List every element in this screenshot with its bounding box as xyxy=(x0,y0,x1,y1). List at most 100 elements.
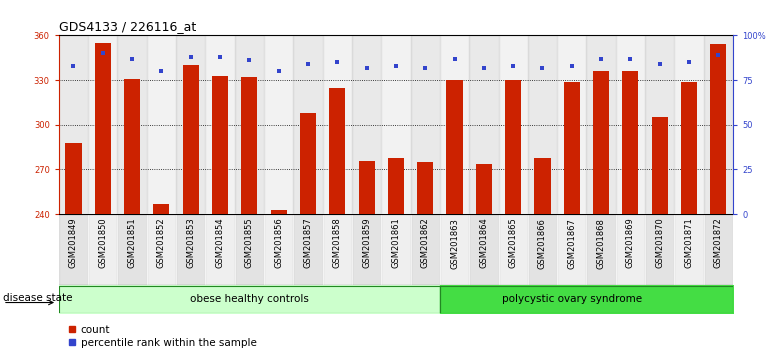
Bar xyxy=(564,81,580,214)
Bar xyxy=(270,210,287,214)
Text: GSM201866: GSM201866 xyxy=(538,218,547,269)
Point xyxy=(96,50,109,56)
Bar xyxy=(499,214,528,285)
Point xyxy=(361,65,373,70)
Text: GSM201851: GSM201851 xyxy=(128,218,136,268)
Text: GSM201850: GSM201850 xyxy=(98,218,107,268)
Text: GSM201864: GSM201864 xyxy=(479,218,488,268)
Bar xyxy=(704,214,733,285)
Bar xyxy=(535,158,550,214)
Point xyxy=(683,59,695,65)
Bar xyxy=(183,65,199,214)
Bar xyxy=(586,35,615,214)
Point xyxy=(565,63,578,69)
Bar xyxy=(652,117,668,214)
Bar xyxy=(528,214,557,285)
Bar xyxy=(264,214,293,285)
Bar xyxy=(234,214,264,285)
Text: polycystic ovary syndrome: polycystic ovary syndrome xyxy=(502,294,642,304)
Point xyxy=(507,63,520,69)
Text: GSM201853: GSM201853 xyxy=(187,218,195,268)
Text: GSM201855: GSM201855 xyxy=(245,218,254,268)
Bar xyxy=(411,214,440,285)
Point xyxy=(67,63,80,69)
Text: GSM201871: GSM201871 xyxy=(684,218,694,268)
Bar xyxy=(440,214,469,285)
Bar xyxy=(469,214,499,285)
Bar xyxy=(586,214,615,285)
Bar xyxy=(615,214,645,285)
Bar xyxy=(557,35,586,214)
Bar xyxy=(622,71,638,214)
Point xyxy=(331,59,343,65)
Text: GSM201849: GSM201849 xyxy=(69,218,78,268)
Point xyxy=(214,54,227,60)
Point xyxy=(125,56,138,62)
Bar xyxy=(118,35,147,214)
Bar xyxy=(358,161,375,214)
Bar xyxy=(381,214,411,285)
Bar xyxy=(264,35,293,214)
Point xyxy=(712,52,724,58)
Bar xyxy=(234,35,264,214)
Point xyxy=(272,68,285,74)
Bar xyxy=(528,35,557,214)
Bar xyxy=(65,143,82,214)
Text: GSM201867: GSM201867 xyxy=(568,218,576,269)
Text: GSM201861: GSM201861 xyxy=(391,218,401,268)
Bar xyxy=(704,35,733,214)
Text: GSM201857: GSM201857 xyxy=(303,218,313,268)
Bar xyxy=(593,71,609,214)
Text: GSM201868: GSM201868 xyxy=(597,218,605,269)
Bar xyxy=(645,35,674,214)
Point xyxy=(390,63,402,69)
Point xyxy=(536,65,549,70)
Point xyxy=(302,61,314,67)
Bar xyxy=(154,204,169,214)
Bar xyxy=(440,35,469,214)
Bar xyxy=(147,214,176,285)
Text: GSM201852: GSM201852 xyxy=(157,218,166,268)
Legend: count, percentile rank within the sample: count, percentile rank within the sample xyxy=(64,321,261,352)
Text: obese healthy controls: obese healthy controls xyxy=(190,294,309,304)
Point xyxy=(624,56,637,62)
Text: GSM201858: GSM201858 xyxy=(332,218,342,268)
Bar xyxy=(417,162,434,214)
Point xyxy=(419,65,431,70)
Bar xyxy=(124,79,140,214)
Text: GSM201869: GSM201869 xyxy=(626,218,635,268)
Text: GSM201856: GSM201856 xyxy=(274,218,283,268)
Bar xyxy=(469,35,499,214)
Bar xyxy=(293,214,323,285)
Point xyxy=(243,58,256,63)
Point xyxy=(595,56,608,62)
Bar xyxy=(88,35,118,214)
Bar xyxy=(674,35,704,214)
Text: GSM201862: GSM201862 xyxy=(421,218,430,268)
Bar xyxy=(59,35,88,214)
Bar xyxy=(615,35,645,214)
Bar xyxy=(323,35,352,214)
Bar xyxy=(147,35,176,214)
Text: GSM201859: GSM201859 xyxy=(362,218,371,268)
Bar xyxy=(710,44,727,214)
Bar xyxy=(681,81,697,214)
Bar xyxy=(176,214,205,285)
Bar xyxy=(411,35,440,214)
Bar xyxy=(176,35,205,214)
Text: disease state: disease state xyxy=(3,293,72,303)
Text: GSM201854: GSM201854 xyxy=(216,218,224,268)
Bar xyxy=(212,76,228,214)
Text: GSM201863: GSM201863 xyxy=(450,218,459,269)
Bar xyxy=(447,80,463,214)
Bar xyxy=(352,35,381,214)
Bar xyxy=(557,214,586,285)
Text: GDS4133 / 226116_at: GDS4133 / 226116_at xyxy=(59,20,196,33)
Text: GSM201865: GSM201865 xyxy=(509,218,517,268)
Point xyxy=(184,54,197,60)
Bar xyxy=(95,43,111,214)
Bar xyxy=(388,158,404,214)
Point xyxy=(448,56,461,62)
Bar xyxy=(293,35,323,214)
Point xyxy=(654,61,666,67)
